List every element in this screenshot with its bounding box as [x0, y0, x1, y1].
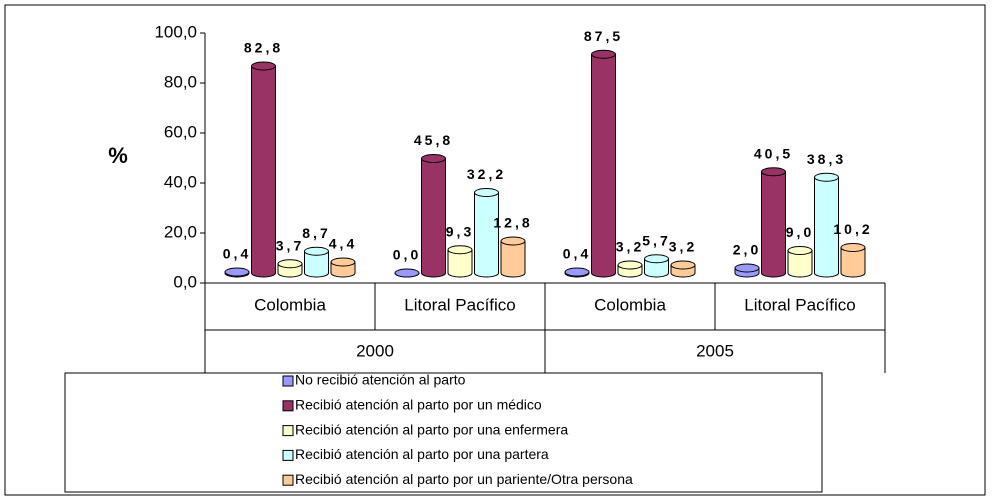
bar-part [670, 260, 696, 270]
bar-part [474, 188, 499, 197]
bar [304, 246, 329, 278]
bar [421, 154, 446, 278]
data-label: 8,7 [302, 225, 330, 241]
group-label: 2005 [696, 341, 734, 360]
legend-label: Recibió atención al parto por una parter… [295, 446, 549, 462]
bar-part [330, 257, 356, 267]
data-label: 5,7 [642, 232, 670, 248]
legend-label: Recibió atención al parto por un parient… [295, 471, 633, 487]
data-label: 12,8 [493, 215, 532, 231]
group-label: 2000 [356, 341, 394, 360]
bar-part [814, 172, 839, 182]
bar [474, 188, 499, 278]
data-label: 0,4 [563, 246, 591, 262]
legend-label: Recibió atención al parto por un médico [295, 397, 542, 413]
legend-label: No recibió atención al parto [295, 372, 466, 388]
legend-swatch [282, 425, 294, 437]
data-label: 38,3 [807, 151, 846, 167]
bar [500, 236, 526, 278]
bar-part [447, 249, 473, 278]
bar [761, 167, 786, 278]
bar [330, 257, 356, 278]
bar [670, 260, 696, 278]
bar-part [474, 192, 499, 278]
data-label: 0,0 [393, 247, 421, 263]
bar [591, 49, 616, 278]
bar [394, 268, 420, 278]
data-label: 82,8 [244, 40, 283, 56]
legend-swatch [282, 375, 294, 387]
data-label: 3,2 [616, 239, 644, 255]
x-tick-label: Colombia [254, 295, 326, 314]
bar [251, 61, 276, 278]
data-label: 9,0 [786, 224, 814, 240]
bar-part [761, 171, 786, 278]
bar-part [644, 258, 669, 278]
y-axis-label: % [108, 143, 128, 168]
y-tick-label: 40,0 [164, 172, 197, 191]
bar-part [840, 247, 866, 278]
bar [814, 172, 839, 278]
bar-part [251, 65, 276, 278]
bar [840, 243, 866, 278]
bar-part [761, 167, 786, 177]
bar-part [591, 49, 616, 59]
bar-part [644, 254, 669, 264]
bar-part [734, 263, 760, 273]
bar-part [421, 154, 446, 163]
x-tick-label: Colombia [594, 295, 666, 314]
bar-part [251, 61, 276, 71]
bar [734, 263, 760, 278]
data-label: 40,5 [754, 145, 793, 161]
bar-part [304, 250, 329, 278]
y-tick-label: 0,0 [173, 272, 197, 291]
bar-part [787, 246, 813, 255]
bar [224, 267, 250, 278]
bar-part [421, 158, 446, 278]
data-label: 3,7 [276, 237, 304, 253]
bar [277, 259, 303, 278]
legend-swatch [282, 474, 294, 486]
bar-part [500, 240, 526, 278]
data-label: 4,4 [329, 236, 357, 252]
bar-part [447, 245, 473, 255]
data-label: 45,8 [414, 132, 453, 148]
bar-part [840, 243, 866, 252]
y-tick-label: 60,0 [164, 122, 197, 141]
x-tick-label: Litoral Pacífico [744, 295, 856, 314]
bar [787, 246, 813, 278]
data-label: 2,0 [733, 242, 761, 258]
bar-part [500, 236, 526, 246]
bar-part [564, 267, 590, 277]
bar-part [304, 246, 329, 256]
legend-swatch [282, 400, 294, 412]
bar [564, 267, 590, 278]
bar [617, 260, 643, 278]
data-label: 0,4 [223, 246, 251, 262]
legend-label: Recibió atención al parto por una enferm… [295, 421, 568, 437]
bar-part [277, 259, 303, 269]
bar-part [591, 53, 616, 278]
x-tick-label: Litoral Pacífico [404, 295, 516, 314]
bar-part [394, 268, 420, 278]
data-label: 9,3 [446, 223, 474, 239]
y-tick-label: 100,0 [154, 22, 197, 41]
data-label: 3,2 [669, 239, 697, 255]
data-label: 87,5 [584, 28, 623, 44]
bar-part [224, 267, 250, 277]
bar [644, 254, 669, 278]
bar [447, 245, 473, 278]
y-tick-label: 20,0 [164, 222, 197, 241]
bar-part [814, 176, 839, 278]
data-label: 10,2 [833, 221, 872, 237]
legend-box [64, 372, 823, 493]
data-label: 32,2 [467, 166, 506, 182]
y-tick-label: 80,0 [164, 72, 197, 91]
bar-part [617, 260, 643, 270]
bar-part [787, 250, 813, 278]
legend-swatch [282, 449, 294, 461]
